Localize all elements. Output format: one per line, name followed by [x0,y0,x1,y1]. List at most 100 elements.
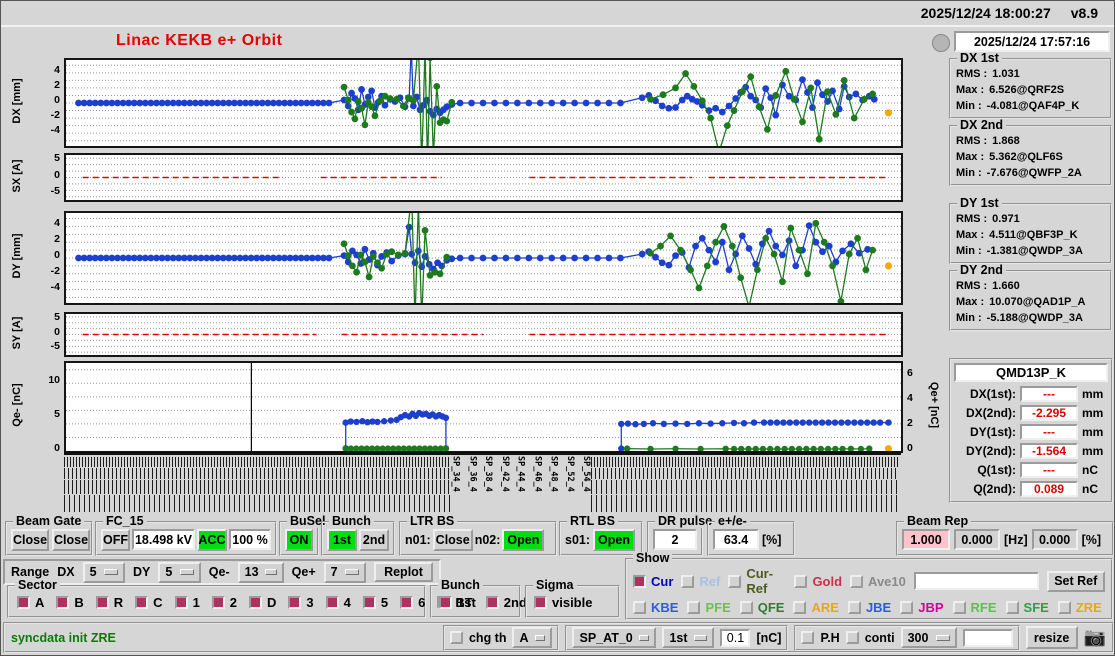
dr-pulse-group: DR pulse 2 [647,515,716,556]
ref-name-input[interactable] [913,572,1039,590]
sector-checkbox[interactable] [249,596,263,609]
bunch-number-select[interactable]: 1st [662,627,715,648]
axis-tick-label: 0 [54,94,60,106]
show-checkbox[interactable] [633,574,646,588]
dr-pulse-field[interactable]: 2 [653,529,697,550]
sigma-visible-checkbox[interactable] [534,596,547,609]
sector-checkbox-label: A [35,595,45,610]
bpm-axis-label: SP_36_4 [467,456,478,492]
range-dy-select[interactable]: 5 [158,561,201,583]
stat-min-value: -7.676@QWFP_2A [986,167,1082,179]
monitor-row: DY(2nd): -1.564 mm [954,443,1108,459]
fc15-acc-button[interactable]: ACC [196,528,227,551]
stat-title: DY 1st [957,197,1002,210]
bpm-axis-label: SP_52_4 [565,456,575,492]
show-checkbox[interactable] [794,574,808,588]
dx-plot[interactable] [64,58,903,148]
stat-rms-value: 1.660 [992,280,1020,292]
bunch-select-group: Bunch 1st 2nd [321,515,395,556]
replot-button[interactable]: Replot [374,562,433,582]
region-checkbox[interactable] [687,601,701,614]
range-panel: Range DX 5 DY 5 Qe- 13 Qe+ 7 Replot [3,559,441,585]
magnet-name-field[interactable]: QMD13P_K [954,363,1108,382]
sector-checkbox[interactable] [325,596,339,609]
fc15-off-button[interactable]: OFF [101,528,130,551]
region-checkbox-label: PFE [705,600,731,615]
region-checkbox[interactable] [1005,601,1019,614]
sx-plot[interactable] [64,153,903,202]
chg-th-checkbox[interactable] [449,631,463,644]
region-checkbox[interactable] [847,601,861,614]
sector-checkbox[interactable] [211,596,225,609]
sector-checkbox[interactable] [56,596,70,609]
bunch-checkbox[interactable] [485,596,499,609]
sector-checkbox[interactable] [174,596,188,609]
region-checkbox-label: JBE [865,600,892,615]
bpm-axis-label: SP_38_4 [483,456,494,492]
chg-th-label: chg th [468,630,507,645]
conti-checkbox[interactable] [845,631,859,644]
ph-label: P.H [820,630,840,645]
sector-checkbox-label: 6 [418,595,426,610]
monitor-unit: mm [1082,444,1104,458]
range-dx-select[interactable]: 5 [82,561,125,583]
option-menu-dash [935,634,950,641]
sector-checkbox[interactable] [400,596,414,609]
stat-max-value: 4.511@QBF3P_K [989,229,1078,241]
sector-checkbox[interactable] [362,596,376,609]
status-led-icon [932,34,950,52]
axis-tick-label: 2 [907,416,913,429]
sector-checkbox[interactable] [17,596,30,609]
qe-plot[interactable] [64,361,903,453]
ph-checkbox[interactable] [801,631,815,644]
sector-select[interactable]: A [512,627,553,648]
region-checkbox[interactable] [739,601,753,614]
bunch-checkbox[interactable] [439,596,452,609]
page-title: Linac KEKB e+ Orbit [116,32,283,49]
dy-plot[interactable] [64,211,903,305]
region-checkbox[interactable] [1057,601,1071,614]
bpm-name-select[interactable]: SP_AT_0 [572,627,657,648]
sector-checkbox[interactable] [95,596,109,609]
show-checkbox[interactable] [850,574,864,588]
ltr-n01-close-button[interactable]: Close [432,528,473,551]
region-checkbox-label: KBE [651,600,679,615]
window-titlebar: 2025/12/24 18:00:27 v8.9 [1,1,1114,27]
sigma-toggle: visible [534,595,592,610]
bunch-toggle: 2nd [485,595,527,610]
set-ref-button[interactable]: Set Ref [1046,570,1105,592]
range-qe-minus-label: Qe- [208,565,230,579]
points-select[interactable]: 300 [900,627,957,648]
option-menu-dash [104,569,118,575]
sector-checkbox-label: BT [455,595,473,610]
beam-rep-setpoint-field[interactable]: 1.000 [902,529,950,550]
rtl-s01-open-button[interactable]: Open [593,528,636,551]
show-checkbox[interactable] [728,574,742,588]
resize-button[interactable]: resize [1025,626,1078,649]
sector-checkbox[interactable] [135,596,149,609]
busel-on-button[interactable]: ON [285,528,313,551]
region-checkbox[interactable] [900,601,914,614]
stat-groupbox: DY 2nd RMS : 1.660 Max : 10.070@QAD1P_A … [949,264,1112,331]
beam-gate-close-button-2[interactable]: Close [52,528,90,551]
sy-plot[interactable] [64,312,903,357]
range-qe-plus-select[interactable]: 7 [323,561,367,583]
stat-rms-row: RMS : 0.971 [956,213,1020,225]
monitor-label: Q(2nd): [973,482,1016,496]
sector-checkbox-label: 4 [343,595,351,610]
region-checkbox[interactable] [793,601,807,614]
range-qe-minus-select[interactable]: 13 [237,561,284,583]
ltr-n02-open-button[interactable]: Open [502,528,545,551]
bunch-1st-button[interactable]: 1st [327,528,357,551]
sector-checkbox[interactable] [288,596,302,609]
region-checkbox[interactable] [633,601,646,614]
beam-gate-close-button-1[interactable]: Close [11,528,49,551]
bunch-2nd-button[interactable]: 2nd [359,528,389,551]
show-checkbox[interactable] [681,574,695,588]
fc15-percent-field: 100 % [228,529,271,550]
extra-input[interactable] [962,628,1013,647]
camera-icon[interactable]: 📷 [1083,627,1106,647]
region-checkbox[interactable] [952,601,966,614]
stat-max-row: Max : 6.526@QRF2S [956,84,1065,96]
threshold-input[interactable]: 0.1 [720,628,751,647]
